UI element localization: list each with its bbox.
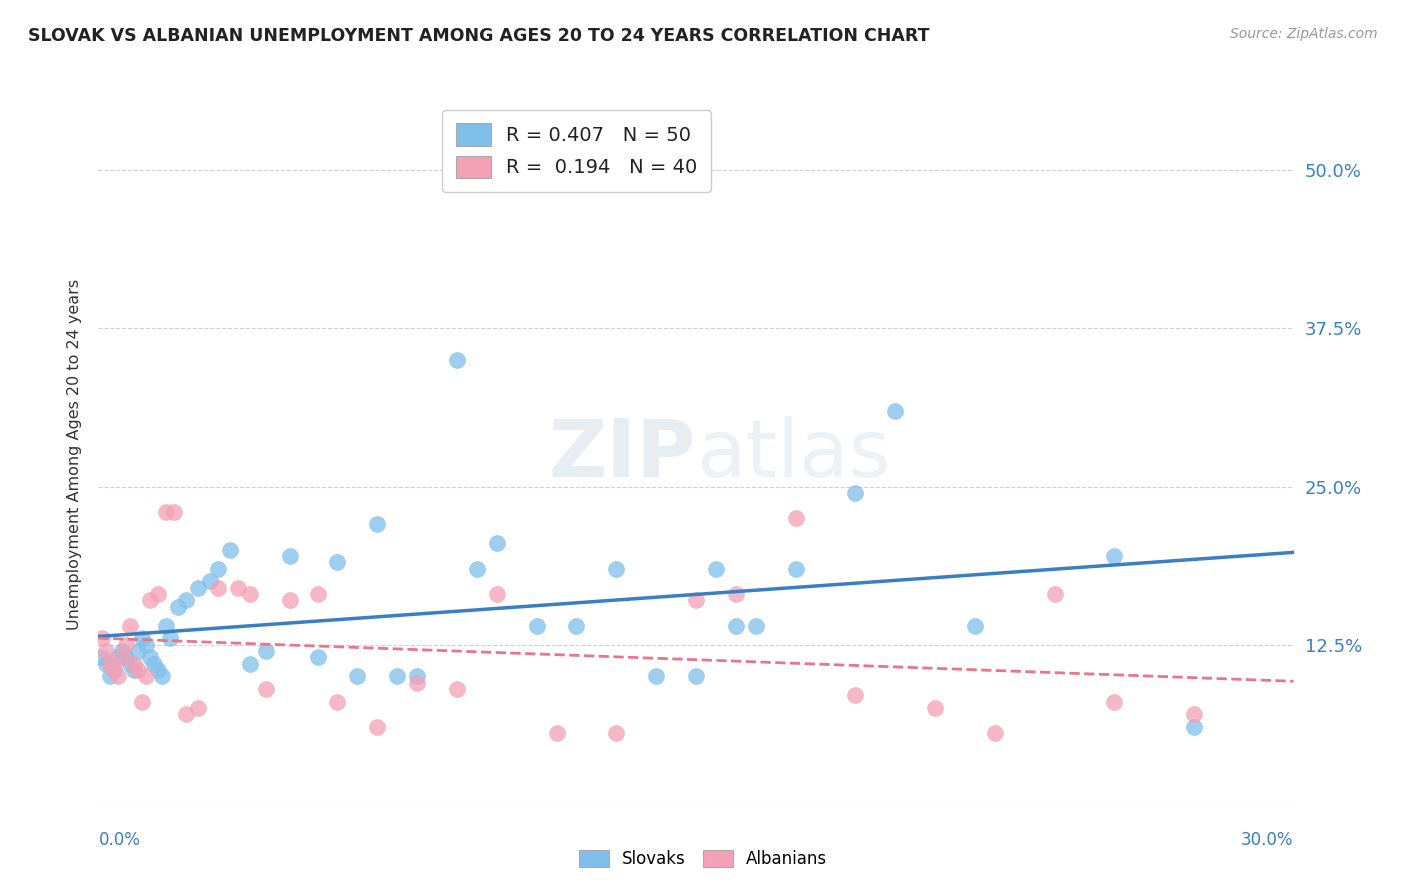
Text: ZIP: ZIP — [548, 416, 696, 494]
Point — [307, 650, 329, 665]
Point — [174, 593, 197, 607]
Point — [446, 681, 468, 696]
Point — [127, 663, 149, 677]
Point — [91, 632, 114, 646]
Point — [135, 638, 157, 652]
Point — [526, 618, 548, 632]
Point — [163, 505, 186, 519]
Point — [226, 581, 249, 595]
Point — [278, 593, 301, 607]
Point — [704, 562, 727, 576]
Text: 0.0%: 0.0% — [98, 830, 141, 848]
Point — [983, 726, 1005, 740]
Point — [124, 663, 146, 677]
Point — [326, 695, 349, 709]
Point — [884, 403, 907, 417]
Point — [645, 669, 668, 683]
Point — [546, 726, 568, 740]
Point — [115, 650, 138, 665]
Point — [120, 657, 142, 671]
Point — [465, 562, 488, 576]
Point — [366, 517, 388, 532]
Point — [127, 644, 149, 658]
Point — [148, 663, 170, 677]
Point — [131, 695, 153, 709]
Point — [150, 669, 173, 683]
Point — [239, 587, 262, 601]
Point — [307, 587, 329, 601]
Point — [207, 562, 229, 576]
Point — [1182, 720, 1205, 734]
Point — [1043, 587, 1066, 601]
Point — [254, 681, 277, 696]
Point — [103, 663, 125, 677]
Text: Source: ZipAtlas.com: Source: ZipAtlas.com — [1230, 27, 1378, 41]
Point — [326, 556, 349, 570]
Point — [139, 650, 162, 665]
Text: atlas: atlas — [696, 416, 890, 494]
Legend: R = 0.407   N = 50, R =  0.194   N = 40: R = 0.407 N = 50, R = 0.194 N = 40 — [441, 110, 711, 192]
Point — [159, 632, 181, 646]
Point — [685, 593, 707, 607]
Point — [207, 581, 229, 595]
Point — [565, 618, 588, 632]
Point — [187, 581, 209, 595]
Point — [120, 618, 142, 632]
Point — [406, 675, 429, 690]
Point — [1182, 707, 1205, 722]
Point — [485, 536, 508, 550]
Point — [139, 593, 162, 607]
Point — [187, 701, 209, 715]
Point — [148, 587, 170, 601]
Point — [239, 657, 262, 671]
Point — [98, 669, 122, 683]
Point — [446, 353, 468, 368]
Point — [219, 542, 242, 557]
Point — [91, 650, 114, 665]
Legend: Slovaks, Albanians: Slovaks, Albanians — [572, 843, 834, 875]
Point — [745, 618, 768, 632]
Point — [131, 632, 153, 646]
Point — [724, 587, 747, 601]
Point — [1102, 695, 1125, 709]
Point — [963, 618, 986, 632]
Point — [174, 707, 197, 722]
Point — [346, 669, 368, 683]
Point — [155, 618, 177, 632]
Point — [385, 669, 409, 683]
Point — [685, 669, 707, 683]
Point — [155, 505, 177, 519]
Y-axis label: Unemployment Among Ages 20 to 24 years: Unemployment Among Ages 20 to 24 years — [66, 279, 82, 631]
Point — [278, 549, 301, 563]
Point — [605, 726, 627, 740]
Point — [254, 644, 277, 658]
Point — [785, 562, 807, 576]
Point — [98, 657, 122, 671]
Point — [124, 657, 146, 671]
Point — [485, 587, 508, 601]
Point — [785, 511, 807, 525]
Point — [111, 650, 134, 665]
Point — [844, 688, 866, 702]
Point — [198, 574, 221, 589]
Point — [96, 644, 118, 658]
Point — [167, 599, 190, 614]
Text: 30.0%: 30.0% — [1241, 830, 1294, 848]
Point — [111, 644, 134, 658]
Point — [366, 720, 388, 734]
Point — [96, 657, 118, 671]
Point — [107, 669, 129, 683]
Point — [103, 663, 125, 677]
Point — [107, 650, 129, 665]
Point — [406, 669, 429, 683]
Text: SLOVAK VS ALBANIAN UNEMPLOYMENT AMONG AGES 20 TO 24 YEARS CORRELATION CHART: SLOVAK VS ALBANIAN UNEMPLOYMENT AMONG AG… — [28, 27, 929, 45]
Point — [844, 486, 866, 500]
Point — [605, 562, 627, 576]
Point — [924, 701, 946, 715]
Point — [135, 669, 157, 683]
Point — [1102, 549, 1125, 563]
Point — [724, 618, 747, 632]
Point — [143, 657, 166, 671]
Point — [115, 638, 138, 652]
